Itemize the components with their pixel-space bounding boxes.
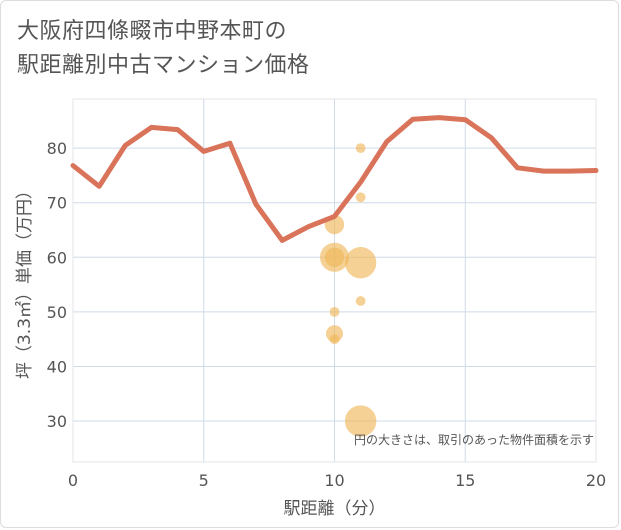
plot-area <box>72 98 597 463</box>
x-tick-label: 10 <box>324 471 344 490</box>
x-tick-label: 0 <box>68 471 78 490</box>
transaction-point <box>324 247 345 268</box>
x-tick-label: 15 <box>455 471 475 490</box>
y-tick-label: 80 <box>47 139 67 158</box>
bubble-size-note: 円の大きさは、取引のあった物件面積を示す <box>354 432 594 447</box>
y-tick-label: 70 <box>47 194 67 213</box>
y-axis-title: 坪（3.3㎡）単価（万円） <box>15 182 35 379</box>
y-tick-label: 50 <box>47 303 67 322</box>
x-axis-ticks: 0 5 10 15 20 <box>68 471 606 490</box>
transaction-point <box>329 334 340 345</box>
x-tick-label: 5 <box>199 471 209 490</box>
x-axis-title: 駅距離（分） <box>284 499 386 519</box>
transaction-point <box>344 405 377 437</box>
y-tick-label: 60 <box>47 248 67 267</box>
transaction-point <box>355 143 366 154</box>
transaction-points <box>320 143 377 437</box>
transaction-point <box>329 306 340 317</box>
y-axis-ticks: 30 40 50 60 70 80 <box>47 139 67 431</box>
chart-title-line-2: 駅距離別中古マンション価格 <box>17 53 310 78</box>
chart-title-line-1: 大阪府四條畷市中野本町の <box>17 19 288 44</box>
y-tick-label: 40 <box>47 357 67 376</box>
chart-title: 大阪府四條畷市中野本町の 駅距離別中古マンション価格 <box>17 15 310 83</box>
grid <box>72 99 597 462</box>
y-tick-label: 30 <box>47 412 67 431</box>
transaction-point <box>355 192 366 203</box>
average-price-line <box>70 115 599 243</box>
transaction-point <box>344 247 377 279</box>
x-tick-label: 20 <box>586 471 606 490</box>
transaction-point <box>355 296 366 306</box>
